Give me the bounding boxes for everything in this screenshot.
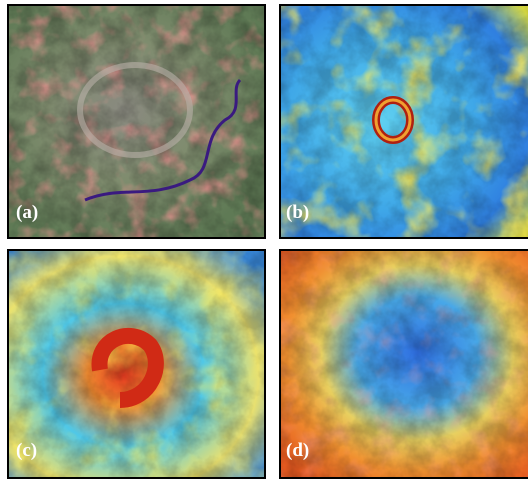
panel-label: (d)	[286, 440, 309, 461]
panel-d: (d)	[279, 249, 528, 479]
panel-a: (a)	[7, 4, 266, 239]
panel-b: (b)	[279, 4, 528, 239]
panel-c: (c)	[7, 249, 266, 479]
panel-label: (b)	[286, 202, 309, 223]
panel-label: (a)	[16, 202, 38, 223]
panel-label: (c)	[16, 440, 37, 461]
